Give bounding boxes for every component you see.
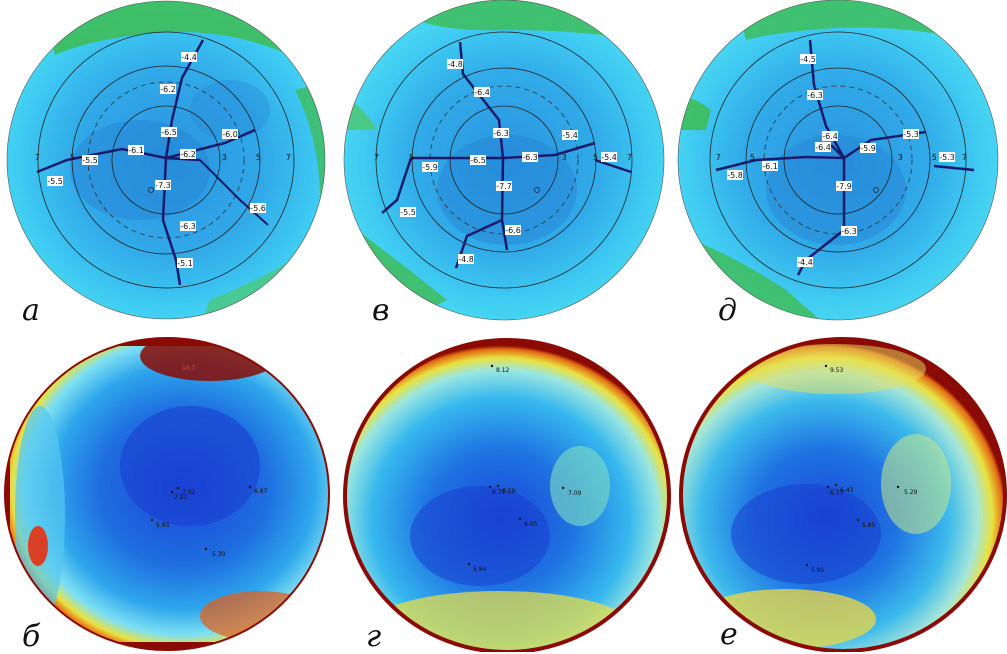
outer-ring-label-left: 7 <box>716 153 721 162</box>
value-label: -6.4 <box>822 132 838 141</box>
value-label: -6.4 <box>815 143 831 152</box>
value-label: -4.5 <box>800 55 816 64</box>
value-label: -6.2 <box>180 150 196 159</box>
value-label: -7.9 <box>836 182 852 191</box>
value-label: -5.9 <box>860 144 876 153</box>
value-label: -5.9 <box>422 163 438 172</box>
value-label: 5.84 <box>473 566 487 573</box>
value-label: -6.0 <box>222 130 238 139</box>
value-label: -6.3 <box>841 227 857 236</box>
panel-label-g: г <box>366 619 382 654</box>
panel-label-d: д <box>718 293 738 328</box>
value-label: 6.87 <box>254 488 268 495</box>
outer-ring-label-left: 7 <box>35 153 40 162</box>
value-label: 5.91 <box>811 567 825 574</box>
value-label: -5.1 <box>177 259 193 268</box>
value-label: -6.1 <box>762 162 778 171</box>
panel-d-power-map: 7 7 5 5 3 -4.5 -6.3 -6.4 -6.4 -5.3 -5.9 … <box>666 0 1006 325</box>
inner-ring-label-left: 5 <box>750 153 755 162</box>
panel-b-height-map: 7.02 7.21 6.87 5.93 5.30 10.7 <box>0 336 340 652</box>
inner-ring-label-right: 5 <box>256 153 261 162</box>
value-label: -5.3 <box>903 130 919 139</box>
value-label: -5.4 <box>601 153 617 162</box>
value-label: -6.3 <box>522 153 538 162</box>
value-label: -5.6 <box>250 204 266 213</box>
value-label: 10.7 <box>182 365 196 372</box>
value-label: 6.77 <box>492 489 506 496</box>
value-label: 8.12 <box>496 367 510 374</box>
mid-ring-label: 3 <box>222 153 227 162</box>
value-label: -4.4 <box>181 53 197 62</box>
value-label: -5.5 <box>47 177 63 186</box>
value-label: -5.8 <box>727 171 743 180</box>
outer-ring-label-right: 7 <box>962 153 967 162</box>
inner-ring-label-left: 5 <box>409 153 414 162</box>
panel-label-a: а <box>22 293 40 328</box>
value-label: -4.8 <box>447 60 463 69</box>
value-label: 7.09 <box>568 490 582 497</box>
value-label: -4.4 <box>797 258 813 267</box>
value-label: 7.02 <box>182 489 196 496</box>
panel-label-e: е <box>720 617 738 652</box>
panel-a-power-map: 7 7 5 5 3 -4.4 -6.2 -6.5 -6.0 -6.1 -6.2 … <box>0 0 340 325</box>
value-label: -4.8 <box>458 255 474 264</box>
value-label: -5.5 <box>400 208 416 217</box>
inner-ring-label-left: 5 <box>70 153 75 162</box>
value-label: 5.29 <box>904 489 918 496</box>
value-label: 6.05 <box>524 521 538 528</box>
value-label: 6.59 <box>502 488 516 495</box>
value-label: -6.5 <box>470 156 486 165</box>
value-label: -6.4 <box>474 88 490 97</box>
value-label: 5.30 <box>212 551 226 558</box>
outer-ring-label-right: 7 <box>286 153 291 162</box>
inner-ring-label-right: 5 <box>932 153 937 162</box>
panel-v-power-map: 7 7 5 5 3 -4.8 -6.4 -6.3 -5.4 -5.4 -5.9 … <box>337 0 677 325</box>
panel-g-height-map: 8.12 6.77 6.59 7.09 6.05 5.84 <box>340 336 675 652</box>
mid-ring-label: 3 <box>562 153 567 162</box>
value-label: 9.53 <box>830 367 844 374</box>
value-label: -7.3 <box>155 181 171 190</box>
value-label: 6.77 <box>830 490 844 497</box>
outer-ring-label-left: 7 <box>374 153 379 162</box>
value-label: -6.2 <box>160 85 176 94</box>
value-label: -6.6 <box>505 226 521 235</box>
value-label: 6.43 <box>840 487 854 494</box>
panel-e-height-map: 9.53 6.77 6.43 5.29 5.85 5.91 <box>676 334 1007 652</box>
value-label: 5.93 <box>156 522 170 529</box>
value-label: -5.3 <box>939 153 955 162</box>
value-label: -6.3 <box>807 91 823 100</box>
panel-label-b: б <box>22 619 41 654</box>
inner-ring-label-right: 5 <box>593 153 598 162</box>
mid-ring-label: 3 <box>898 153 903 162</box>
value-label: -6.1 <box>128 146 144 155</box>
value-label: -5.5 <box>82 156 98 165</box>
value-label: 5.85 <box>862 522 876 529</box>
value-label: -7.7 <box>496 182 512 191</box>
value-label: -6.5 <box>161 128 177 137</box>
value-label: 7.21 <box>174 494 188 501</box>
value-label: -5.4 <box>562 131 578 140</box>
panel-label-v: в <box>372 293 390 328</box>
value-label: -6.3 <box>180 222 196 231</box>
outer-ring-label-right: 7 <box>627 153 632 162</box>
value-label: -6.3 <box>493 129 509 138</box>
